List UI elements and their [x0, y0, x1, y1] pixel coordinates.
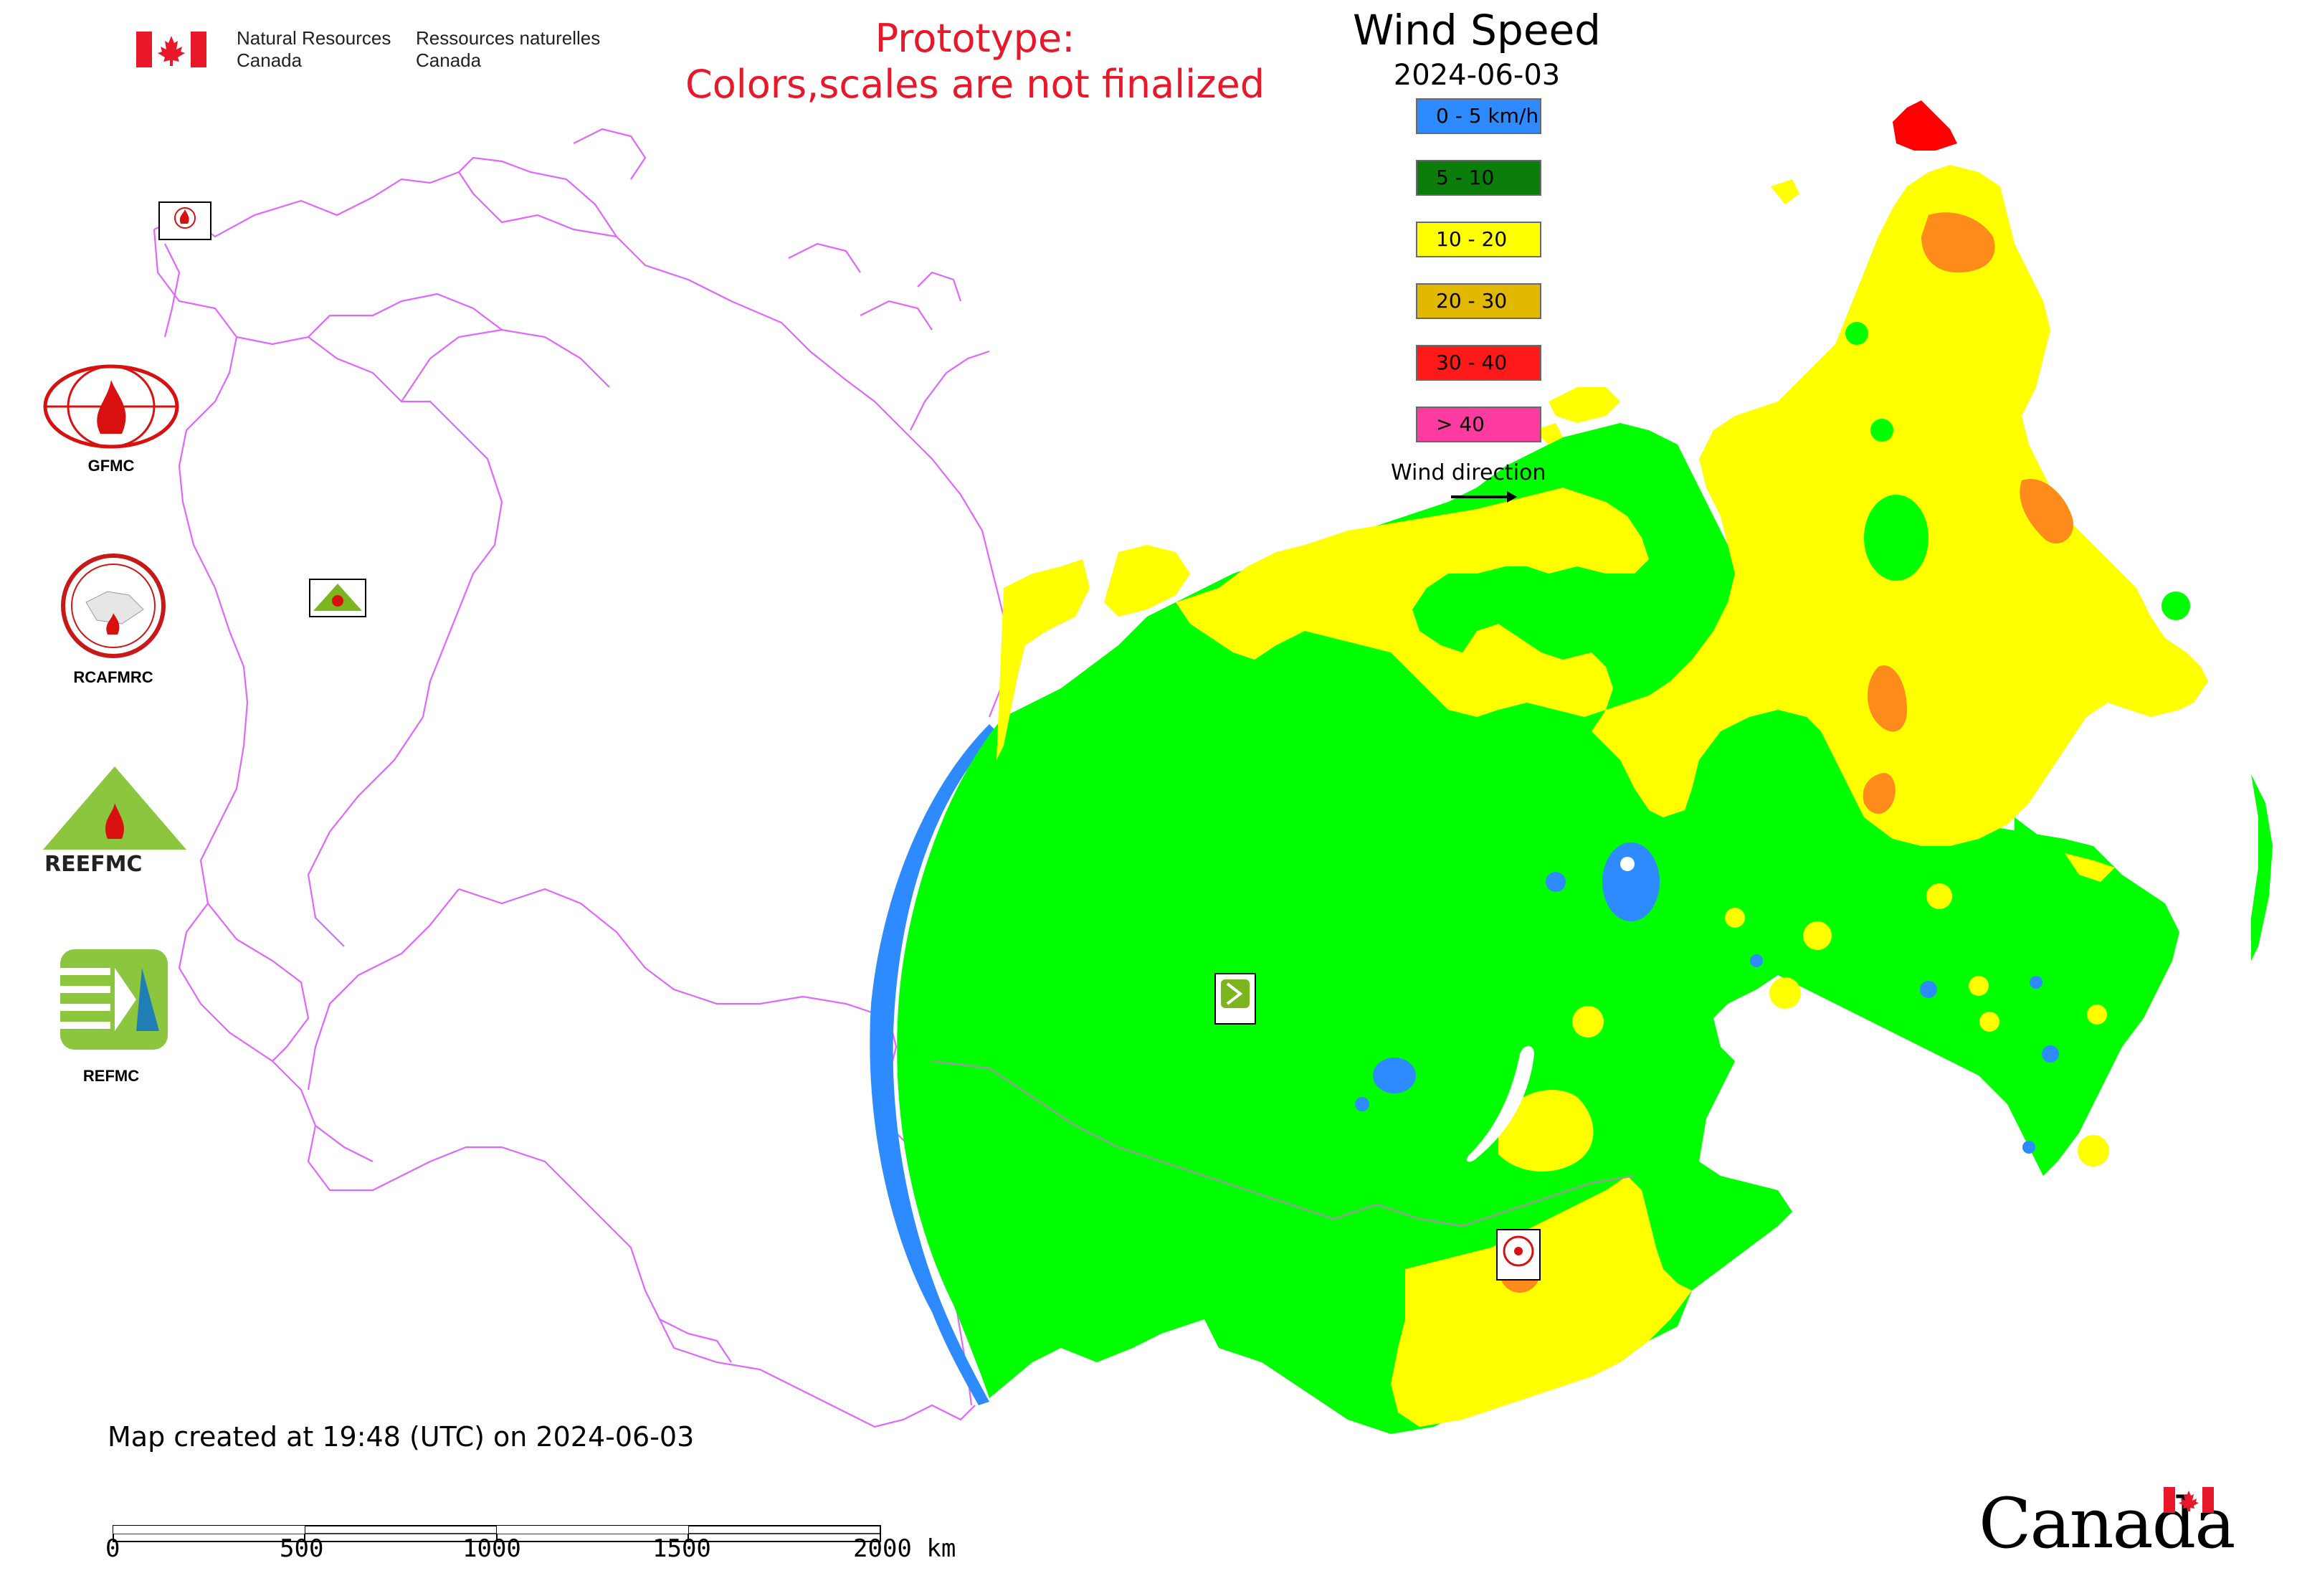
legend-class-swatch: > 40 [1416, 407, 1541, 442]
legend-class-swatch: 20 - 30 [1416, 283, 1541, 319]
blue-spot-center [1620, 857, 1635, 871]
internal-boundary [931, 1060, 1635, 1227]
island-green [2015, 817, 2158, 939]
blue-spot [1920, 981, 1937, 998]
site-marker-gfmc[interactable] [158, 201, 211, 240]
scale-bar [113, 1525, 881, 1542]
moderate-wind-zone [897, 423, 2179, 1434]
gfmc-logo: GFMC [39, 362, 183, 477]
nrcan-signature: Natural Resources Canada Ressources natu… [136, 27, 624, 77]
scale-bar-tick-label: 500 [280, 1534, 324, 1563]
site-marker-reefmc[interactable] [309, 579, 366, 617]
site-marker-refmc[interactable] [1214, 973, 1256, 1025]
refmc-emblem-icon [60, 949, 168, 1050]
yellow-spot [1725, 908, 1745, 928]
department-name-english: Natural Resources Canada [237, 27, 391, 71]
strong-wind-zone-central [1498, 1090, 1594, 1172]
yellow-spot [2078, 1135, 2109, 1167]
prototype-notice: Prototype: Colors,scales are not finaliz… [685, 16, 1265, 107]
legend-class-swatch: 0 - 5 km/h [1416, 98, 1541, 134]
yellow-spot [1769, 977, 1801, 1009]
orange-zone-coast [1868, 665, 1907, 732]
red-zone-chukotka [1893, 100, 1957, 151]
island-yellow [2065, 853, 2115, 882]
green-patch [1864, 495, 1928, 581]
reefmc-logo: REEFMC [36, 764, 194, 878]
green-patch [1845, 322, 1868, 345]
low-wind-band [870, 724, 997, 1405]
rcafmrc-caption: RCAFMRC [73, 668, 153, 686]
legend-class-swatch: 5 - 10 [1416, 160, 1541, 196]
wind-field [870, 100, 2273, 1434]
refmc-caption: REFMC [82, 1067, 140, 1085]
legend-class-swatch: 30 - 40 [1416, 345, 1541, 381]
legend-title: Wind Speed [1352, 6, 1602, 54]
map-created-timestamp: Map created at 19:48 (UTC) on 2024-06-03 [108, 1421, 695, 1453]
country-boundaries-west [153, 128, 1019, 1428]
scale-bar-tick-label: 2000 km [853, 1534, 956, 1563]
blue-spot [1355, 1097, 1369, 1111]
canada-wordmark: Canada [1979, 1484, 2235, 1563]
yellow-spot [1969, 976, 1989, 996]
strong-wind-zone-north [1176, 488, 1649, 717]
rcafmrc-logo: RCAFMRC [43, 552, 186, 688]
site-marker-rcafmrc[interactable] [1496, 1229, 1541, 1281]
coastal-strip-yellow [997, 559, 1090, 760]
yellow-spot [1572, 1006, 1604, 1037]
blue-spot [1750, 954, 1763, 967]
green-patch [2161, 592, 2190, 620]
blue-spot [1546, 872, 1566, 892]
yellow-spot [1926, 883, 1952, 909]
canada-wordmark-flag-icon [2164, 1487, 2214, 1513]
wind-direction-label: Wind direction [1391, 460, 1546, 485]
strong-wind-zone-south [1391, 1176, 1692, 1427]
reefmc-wordmark: REEFMC [44, 852, 142, 877]
scale-bar-tick-label: 1000 [462, 1534, 521, 1563]
rcafmrc-emblem-icon [61, 554, 166, 658]
reefmc-emblem-icon: REEFMC [43, 766, 186, 877]
blue-spot [2030, 976, 2042, 989]
green-patch [1870, 419, 1893, 442]
yellow-spot [2087, 1004, 2107, 1025]
blue-spot [2022, 1141, 2035, 1154]
blue-spot [1373, 1058, 1416, 1093]
gfmc-emblem-icon [43, 364, 179, 449]
orange-zone-coast-2 [1863, 773, 1896, 814]
arctic-island [1549, 387, 1620, 423]
department-name-french: Ressources naturelles Canada [416, 27, 601, 71]
wind-direction-arrow-icon [1451, 491, 1517, 503]
coastal-strip-yellow-2 [1104, 545, 1190, 617]
blue-spot [1602, 842, 1660, 921]
refmc-logo: REFMC [57, 946, 201, 1097]
yellow-spot [1803, 921, 1832, 950]
lake-baikal [1466, 1045, 1534, 1162]
legend-class-swatch: 10 - 20 [1416, 222, 1541, 257]
arctic-island [1771, 179, 1799, 204]
blue-spot [2042, 1045, 2059, 1063]
arctic-island [1534, 423, 1563, 445]
legend-date: 2024-06-03 [1393, 59, 1561, 92]
orange-zone-northeast [1921, 212, 1995, 272]
canada-flag-icon [136, 32, 206, 67]
island-green-2 [2251, 774, 2273, 961]
gfmc-caption: GFMC [87, 457, 135, 475]
orange-zone-kamchatka [2020, 479, 2073, 544]
scale-bar-tick-label: 1500 [652, 1534, 711, 1563]
yellow-spot [1979, 1012, 1999, 1032]
scale-bar-tick-label: 0 [105, 1534, 120, 1563]
